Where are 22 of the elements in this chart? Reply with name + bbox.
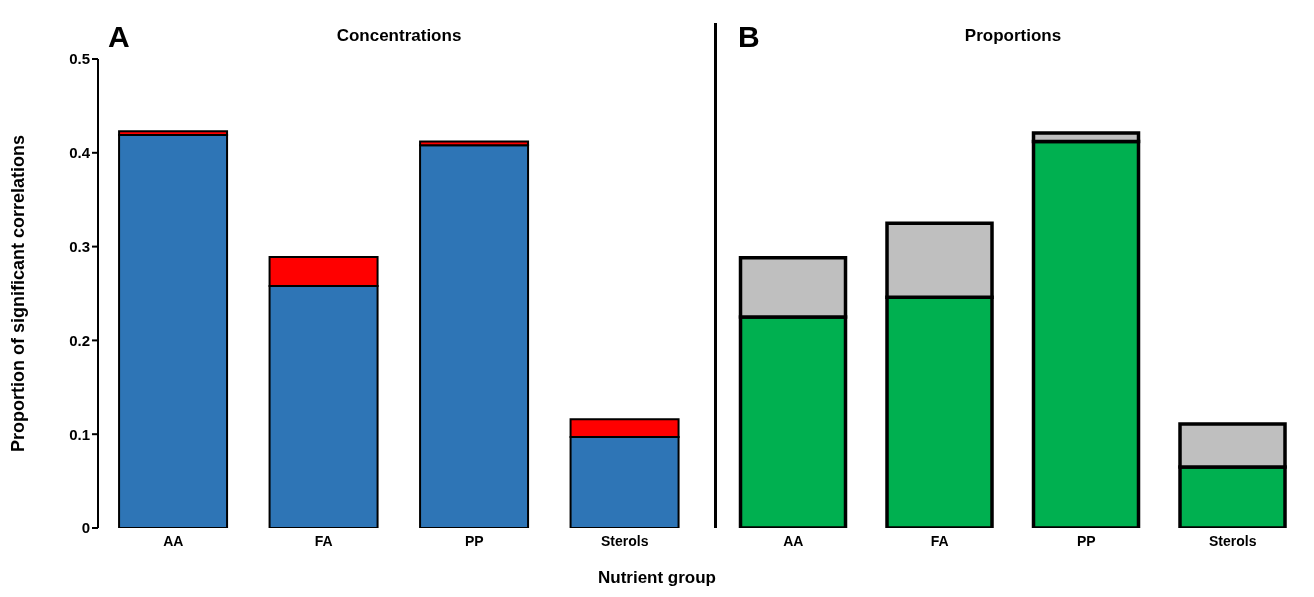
y-axis-title: Proportion of significant correlations [8, 134, 29, 453]
text: B [738, 20, 760, 54]
x-tick-label: AA [163, 532, 184, 549]
x-axis-title: Nutrient group [596, 568, 717, 588]
y-tick-label: 0.1 [69, 425, 90, 443]
bar [419, 144, 530, 528]
bar [118, 133, 229, 528]
text: A [108, 20, 130, 54]
y-tick-label: 0.5 [69, 50, 90, 68]
y-tick-label: 0.4 [69, 144, 91, 162]
x-tick-label: FA [314, 532, 333, 549]
y-tick-label: 0.3 [69, 237, 90, 255]
y-tick-label: 0.2 [69, 331, 90, 349]
x-tick-label: FA [930, 532, 949, 549]
x-tick-label: PP [1076, 532, 1096, 549]
x-tick-label: Sterols [1209, 532, 1257, 549]
chart-title: Proportions [964, 26, 1062, 45]
x-tick-label: Sterols [601, 532, 649, 549]
y-tick-label: 0 [81, 519, 90, 537]
x-tick-label: AA [783, 532, 804, 549]
x-tick-label: PP [464, 532, 484, 549]
chart-title: Concentrations [336, 26, 462, 45]
